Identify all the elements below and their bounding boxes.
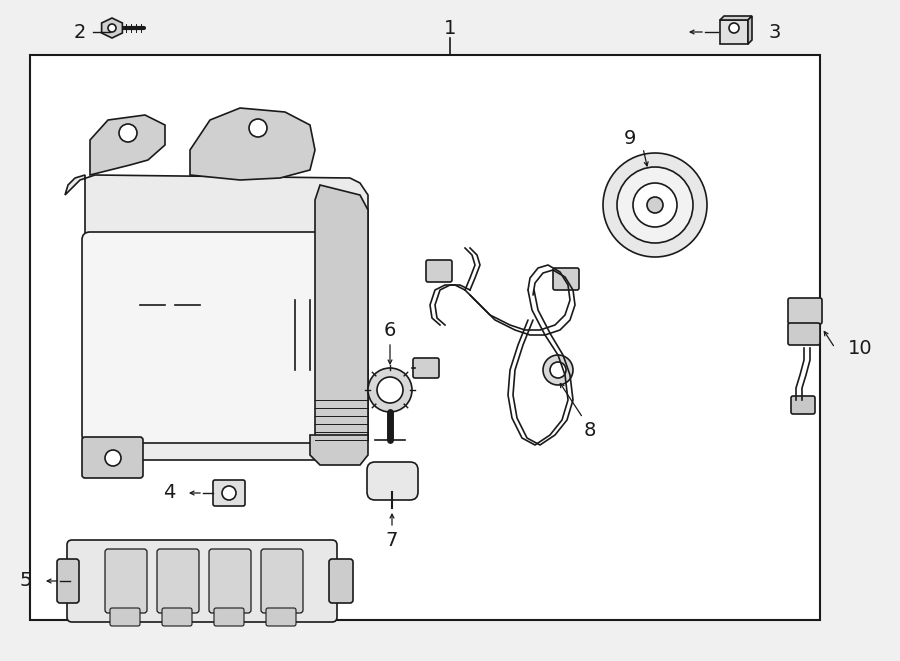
FancyBboxPatch shape (57, 559, 79, 603)
Polygon shape (310, 435, 368, 465)
FancyBboxPatch shape (162, 608, 192, 626)
Polygon shape (748, 16, 752, 44)
FancyBboxPatch shape (788, 323, 820, 345)
Circle shape (633, 183, 677, 227)
Circle shape (119, 124, 137, 142)
Text: 4: 4 (163, 483, 175, 502)
Circle shape (105, 450, 121, 466)
Text: 9: 9 (624, 128, 636, 147)
FancyBboxPatch shape (30, 55, 820, 620)
FancyBboxPatch shape (82, 232, 328, 443)
FancyBboxPatch shape (720, 20, 748, 44)
Circle shape (647, 197, 663, 213)
Text: 5: 5 (20, 572, 32, 590)
Polygon shape (190, 108, 315, 180)
Text: 8: 8 (584, 420, 596, 440)
FancyBboxPatch shape (67, 540, 337, 622)
FancyBboxPatch shape (213, 480, 245, 506)
Circle shape (368, 368, 412, 412)
FancyBboxPatch shape (367, 462, 418, 500)
Text: 1: 1 (444, 19, 456, 38)
FancyBboxPatch shape (82, 437, 143, 478)
Text: 7: 7 (386, 531, 398, 549)
FancyBboxPatch shape (105, 549, 147, 613)
Text: 2: 2 (74, 22, 86, 42)
FancyBboxPatch shape (214, 608, 244, 626)
Circle shape (550, 362, 566, 378)
Text: 6: 6 (383, 321, 396, 340)
FancyBboxPatch shape (209, 549, 251, 613)
Circle shape (377, 377, 403, 403)
Text: 3: 3 (768, 22, 780, 42)
Polygon shape (65, 175, 368, 460)
FancyBboxPatch shape (413, 358, 439, 378)
Circle shape (249, 119, 267, 137)
Circle shape (617, 167, 693, 243)
Circle shape (603, 153, 707, 257)
Polygon shape (720, 16, 752, 20)
FancyBboxPatch shape (329, 559, 353, 603)
FancyBboxPatch shape (157, 549, 199, 613)
FancyBboxPatch shape (261, 549, 303, 613)
Polygon shape (102, 18, 122, 38)
Circle shape (729, 23, 739, 33)
FancyBboxPatch shape (426, 260, 452, 282)
Polygon shape (90, 115, 165, 175)
FancyBboxPatch shape (266, 608, 296, 626)
FancyBboxPatch shape (788, 298, 822, 324)
Circle shape (108, 24, 116, 32)
FancyBboxPatch shape (110, 608, 140, 626)
Circle shape (222, 486, 236, 500)
Circle shape (543, 355, 573, 385)
FancyBboxPatch shape (791, 396, 815, 414)
Polygon shape (315, 185, 368, 450)
FancyBboxPatch shape (553, 268, 579, 290)
Text: 10: 10 (848, 338, 873, 358)
